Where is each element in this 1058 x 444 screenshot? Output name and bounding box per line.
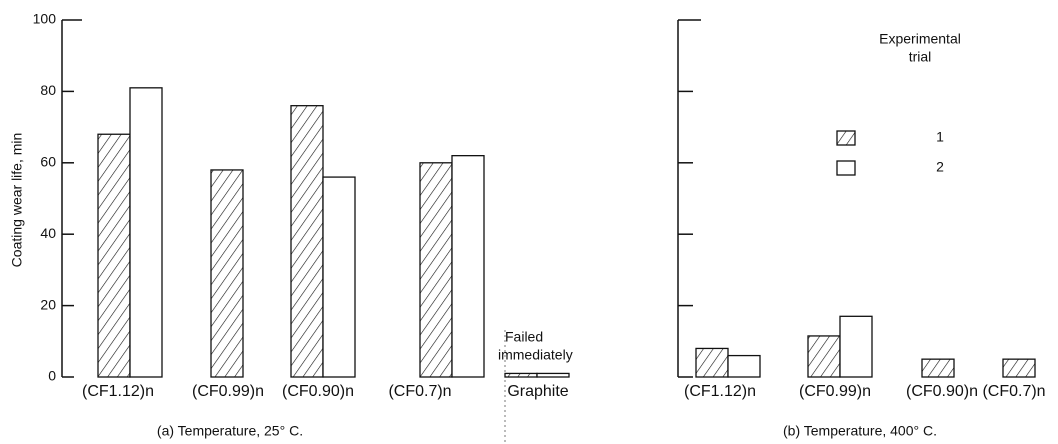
y-tick-label: 20 [40, 296, 56, 312]
y-axis-label: Coating wear life, min [9, 133, 25, 268]
legend-label: 1 [936, 129, 944, 145]
x-tick-label: (CF1.12)n [82, 383, 154, 400]
bar [695, 347, 729, 378]
legend-title: trial [909, 49, 932, 65]
x-tick-label: (CF0.7)n [982, 383, 1045, 400]
legend-label: 2 [936, 159, 944, 175]
bar [727, 354, 761, 378]
bar [1002, 358, 1036, 378]
bar [839, 315, 873, 378]
y-tick-label: 0 [48, 368, 56, 384]
x-tick-label: (CF0.99)n [192, 383, 264, 400]
annotation: Failed [505, 329, 543, 345]
subtitle: (a) Temperature, 25° C. [157, 423, 303, 439]
y-tick-label: 100 [33, 11, 57, 27]
annotation: immediately [498, 347, 573, 363]
bar [504, 372, 538, 378]
bar [921, 358, 955, 378]
y-tick-label: 60 [40, 154, 56, 170]
subtitle: (b) Temperature, 400° C. [783, 423, 937, 439]
bar [129, 87, 163, 378]
bar [322, 176, 356, 378]
legend-swatch [836, 160, 856, 176]
bar [290, 105, 324, 378]
bar [807, 335, 841, 378]
legend-title: Experimental [879, 31, 961, 47]
x-tick-label: (CF1.12)n [684, 383, 756, 400]
legend-swatch [836, 130, 856, 146]
y-tick-label: 40 [40, 225, 56, 241]
bar [536, 372, 570, 378]
x-tick-label: (CF0.90)n [906, 383, 978, 400]
bar [210, 169, 244, 378]
x-tick-label: (CF0.90)n [282, 383, 354, 400]
y-tick-label: 80 [40, 82, 56, 98]
bar [419, 162, 453, 378]
x-tick-label: (CF0.99)n [799, 383, 871, 400]
bar [97, 133, 131, 378]
x-tick-label: Graphite [507, 383, 568, 400]
bar [451, 155, 485, 378]
x-tick-label: (CF0.7)n [388, 383, 451, 400]
